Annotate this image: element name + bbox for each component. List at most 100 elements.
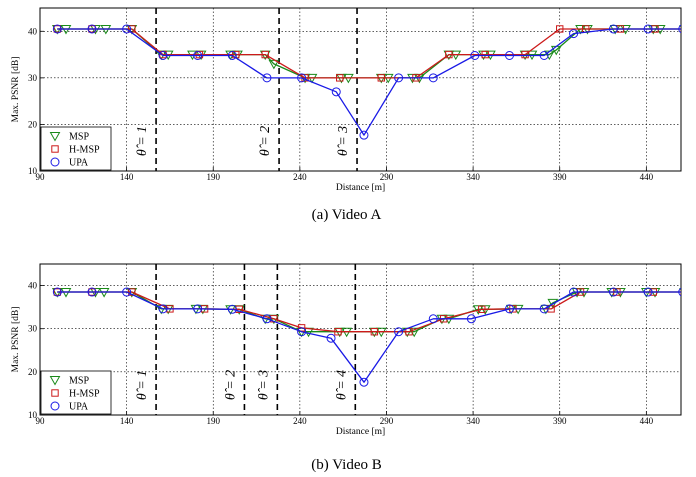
data-point-upa (470, 51, 480, 61)
data-point-upa (193, 304, 203, 314)
y-axis-label: Max. PSNR [dB] (11, 57, 21, 123)
data-point-upa (227, 304, 237, 314)
x-tick-label: 290 (380, 172, 394, 182)
threshold-label: θ̂ = 3 (336, 126, 351, 156)
chart-b: 90 140 190 240 290 340 390 440 10 20 30 40 Distance … (11, 263, 682, 473)
data-point-upa (569, 287, 579, 297)
y-tick-label: 10 (28, 410, 38, 420)
data-point-hmsp (556, 25, 564, 33)
x-tick-label: 340 (466, 172, 480, 182)
data-point-hmsp (334, 328, 342, 336)
figure-caption: (a) Video A (312, 207, 382, 223)
data-point-upa (359, 377, 369, 387)
legend-marker-hmsp (51, 389, 59, 397)
data-point-hmsp (128, 288, 136, 296)
x-tick-label: 140 (120, 416, 134, 426)
data-point-upa (428, 314, 438, 324)
y-tick-label: 30 (28, 324, 38, 334)
figure-caption: (b) Video B (311, 457, 381, 473)
legend-label: UPA (69, 158, 89, 169)
data-point-upa (643, 287, 653, 297)
chart-a: 90 140 190 240 290 340 390 440 10 20 30 40 Distance … (11, 7, 682, 223)
x-tick-label: 390 (553, 416, 567, 426)
data-point-hmsp (481, 50, 489, 59)
data-point-upa (331, 87, 341, 97)
data-point-hmsp (478, 305, 486, 314)
y-axis-label: Max. PSNR [dB] (11, 307, 21, 373)
threshold-label: θ̂ = 1 (135, 370, 150, 400)
threshold-label: θ̂ = 2 (258, 126, 273, 156)
series-msp (51, 24, 681, 84)
y-tick-label: 20 (28, 119, 38, 129)
legend-label: MSP (69, 132, 89, 143)
data-point-upa (643, 24, 653, 34)
series-line-h-msp (57, 291, 681, 333)
data-point-upa (52, 24, 62, 34)
threshold-label: θ̂ = 3 (256, 370, 271, 400)
data-point-hmsp (377, 74, 385, 82)
threshold-label: θ̂ = 4 (334, 370, 349, 400)
data-point-upa (122, 287, 132, 297)
data-point-upa (608, 287, 618, 297)
y-tick-label: 10 (28, 166, 38, 176)
plot-frame (39, 263, 682, 416)
data-point-upa (158, 51, 168, 61)
data-point-upa (428, 73, 438, 83)
legend-box (40, 126, 112, 171)
legend-box (40, 370, 112, 415)
x-tick-label: 440 (640, 416, 654, 426)
series-upa (52, 24, 681, 140)
x-tick-label: 90 (36, 172, 46, 182)
data-point-upa (569, 29, 579, 39)
data-point-upa (539, 51, 549, 61)
data-point-hmsp (336, 74, 344, 82)
series-line-h-msp (57, 28, 681, 79)
data-point-upa (504, 51, 514, 61)
data-point-upa (193, 51, 203, 61)
data-point-upa (262, 314, 272, 324)
series-group (51, 287, 681, 387)
x-tick-label: 390 (553, 172, 567, 182)
data-point-hmsp (445, 50, 453, 59)
data-point-upa (504, 304, 514, 314)
data-point-hmsp (261, 50, 269, 59)
data-point-upa (227, 51, 237, 61)
data-point-upa (52, 287, 62, 297)
data-point-upa (394, 327, 404, 337)
data-point-upa (394, 73, 404, 83)
data-point-upa (297, 73, 307, 83)
y-tick-label: 30 (28, 73, 38, 83)
series-line-msp (57, 291, 681, 333)
threshold-label: θ̂ = 2 (223, 370, 238, 400)
legend-label: H-MSP (69, 145, 100, 156)
data-point-hmsp (680, 25, 681, 33)
data-point-upa (326, 333, 336, 343)
data-point-upa (539, 304, 549, 314)
legend: MSP H-MSP UPA (40, 126, 112, 171)
data-point-upa (87, 287, 97, 297)
legend: MSP H-MSP UPA (40, 370, 112, 415)
series-line-upa (57, 291, 681, 383)
series-line-msp (57, 28, 681, 79)
x-tick-label: 90 (36, 416, 46, 426)
data-point-upa (359, 130, 369, 140)
series-upa (52, 287, 681, 387)
legend-label: UPA (69, 402, 89, 413)
x-tick-label: 240 (293, 172, 307, 182)
data-point-upa (297, 327, 307, 337)
y-tick-label: 40 (28, 26, 38, 36)
x-tick-label: 140 (120, 172, 134, 182)
x-axis-label: Distance [m] (336, 427, 385, 437)
legend-marker-upa (50, 401, 60, 411)
series-group (51, 24, 681, 140)
y-tick-label: 40 (28, 281, 38, 291)
data-point-upa (678, 287, 681, 297)
legend-marker-msp (49, 376, 61, 386)
data-point-upa (262, 73, 272, 83)
threshold-label: θ̂ = 1 (135, 126, 150, 156)
data-point-upa (608, 24, 618, 34)
y-tick-label: 20 (28, 367, 38, 377)
legend-label: MSP (69, 376, 89, 387)
